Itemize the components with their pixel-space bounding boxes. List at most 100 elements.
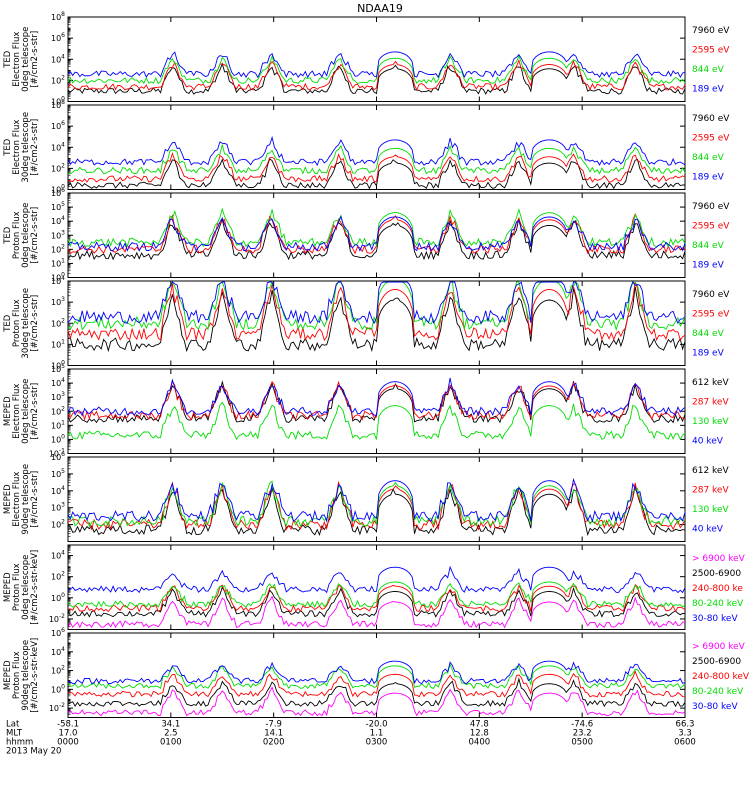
y-tick-label: 101 [51, 257, 65, 268]
x-tick-label-mlt: 17.0 [59, 729, 78, 739]
y-axis-label-line: TED [3, 226, 13, 245]
panel-2: 100 102 104 106 108 TEDElectron Flux30deg tel… [3, 99, 730, 195]
y-tick-label: 104 [51, 141, 65, 152]
y-axis-label-line: [#/cm2-s-str] [30, 31, 40, 88]
legend-label: 2595 eV [692, 46, 730, 56]
y-axis-label-line: MEPED [3, 396, 13, 426]
series-line-130-kev [67, 480, 686, 528]
x-row-label: MLT [6, 729, 23, 739]
x-row-label: 2013 May 20 [6, 747, 61, 757]
y-axis-label-line: Proton Flux [12, 563, 22, 611]
y-tick-label: 106 [51, 32, 65, 43]
y-axis-label-line: [#/cm2-s-str-keV] [30, 550, 40, 625]
x-tick-label-hhmm: 0400 [469, 738, 491, 748]
legend-label: > 6900 keV [692, 642, 746, 652]
y-tick-label: 104 [51, 550, 65, 561]
legend-label: 189 eV [692, 85, 725, 95]
x-tick-label-lat: 47.8 [470, 720, 489, 730]
legend-label: 7960 eV [692, 290, 730, 300]
legend-label: 80-240 keV [692, 599, 744, 609]
x-tick-label-mlt: 1.1 [370, 729, 384, 739]
y-tick-label: 104 [51, 275, 65, 286]
legend-label: 2595 eV [692, 222, 730, 232]
legend-label: 287 keV [692, 486, 729, 496]
y-axis-label: TEDProton Flux30deg telescope[#/cm2-s-st… [3, 288, 40, 359]
series-line-240-800-kev [67, 670, 686, 698]
legend-label: > 6900 keV [692, 554, 746, 564]
y-tick-label: 101 [51, 338, 65, 349]
y-tick-label: 102 [51, 665, 65, 676]
legend-label: 40 keV [692, 437, 724, 447]
series-line-2595-ev [67, 281, 686, 342]
y-axis-label-line: [#/cm2-s-str] [30, 295, 40, 352]
legend-label: 844 eV [692, 241, 725, 251]
x-tick-label-lat: 66.3 [676, 720, 695, 730]
x-tick-label-hhmm: 0600 [674, 738, 696, 748]
y-tick-label: 104 [51, 53, 65, 64]
series-line-30-80-kev [67, 660, 686, 685]
y-tick-label: 100 [51, 683, 65, 694]
chart-title: NDAA19 [357, 2, 403, 15]
y-axis-label-line: TED [3, 50, 13, 69]
y-tick-label: 103 [51, 502, 65, 513]
panel-frame [67, 104, 686, 190]
series-line-7960-ev [67, 286, 686, 353]
y-axis-label: MEPEDProton Flux0deg telescope[#/cm2-s-s… [3, 550, 40, 625]
y-axis-label-line: Proton Flux [12, 651, 22, 699]
y-axis-label: MEPEDProton Flux90deg telescope[#/cm2-s-… [3, 638, 40, 713]
x-tick-label-mlt: 23.2 [573, 729, 592, 739]
y-tick-label: 100 [51, 96, 65, 107]
x-tick-label-hhmm: 0200 [263, 738, 285, 748]
series-line-189-ev [67, 215, 686, 253]
x-tick-label-lat: -58.1 [57, 720, 79, 730]
y-axis-label-line: MEPED [3, 660, 13, 690]
y-axis-label-line: 30deg telescope [21, 112, 31, 183]
y-axis-label-line: Proton Flux [12, 299, 22, 347]
legend-label: 7960 eV [692, 202, 730, 212]
y-tick-label: 100 [51, 433, 65, 444]
legend-label: 130 keV [692, 417, 729, 427]
y-tick-label: 102 [51, 162, 65, 173]
series-line-240-800-ke [67, 583, 686, 613]
series-line-2595-ev [67, 212, 686, 255]
y-axis-label-line: 0deg telescope [21, 379, 31, 444]
y-tick-label: 106 [51, 627, 65, 638]
y-axis-label: TEDElectron Flux30deg telescope[#/cm2-s-… [3, 112, 40, 183]
y-axis-label-line: 30deg telescope [21, 288, 31, 359]
y-tick-label: 102 [51, 571, 65, 582]
legend-label: 844 eV [692, 153, 725, 163]
series-line-844-ev [67, 54, 686, 85]
y-axis-label: MEPEDElectron Flux90deg telescope[#/cm2-… [3, 464, 40, 535]
series-line-189-ev [67, 135, 686, 167]
legend-label: 287 keV [692, 398, 729, 408]
panel-frame [67, 192, 686, 278]
panel-frame [67, 544, 686, 630]
series-line-844-ev [67, 207, 686, 248]
legend-label: 844 eV [692, 65, 725, 75]
series-line-844-ev [67, 280, 686, 332]
y-axis-label: MEPEDElectron Flux0deg telescope[#/cm2-s… [3, 379, 40, 444]
series-line-7960-ev [67, 217, 686, 261]
panel-7: 10-2 100 102 104 MEPEDProton Flux0deg telesc… [3, 544, 746, 630]
series-line-612-kev [67, 485, 686, 537]
x-row-label: hhmm [6, 738, 33, 748]
legend-label: 130 keV [692, 505, 729, 515]
y-tick-label: 100 [51, 592, 65, 603]
panel-6: 102 103 104 105 106 MEPEDElectron Flux90deg t… [3, 451, 729, 542]
x-tick-label-lat: -7.9 [265, 720, 282, 730]
y-tick-label: 103 [51, 229, 65, 240]
panel-5: 10-1 100 101 102 103 104 105 MEPEDElectron Flux… [3, 363, 729, 459]
y-axis-label-line: TED [3, 314, 13, 333]
legend-label: 7960 eV [692, 26, 730, 36]
y-tick-label: 106 [51, 120, 65, 131]
panels-group: 100 102 104 106 108 TEDElectron Flux0deg tele… [3, 11, 750, 718]
y-tick-label: 103 [51, 296, 65, 307]
series-line-189-ev [67, 51, 686, 79]
x-tick-label-lat: -20.0 [366, 720, 388, 730]
y-axis-label-line: TED [3, 138, 13, 157]
y-axis-label: TEDElectron Flux0deg telescope[#/cm2-s-s… [3, 27, 40, 92]
y-tick-label: 108 [51, 11, 65, 22]
panel-8: 10-2 100 102 104 106 MEPEDProton Flux90deg te… [3, 627, 750, 718]
series-line-2500-6900 [67, 677, 686, 708]
legend-label: 7960 eV [692, 114, 730, 124]
